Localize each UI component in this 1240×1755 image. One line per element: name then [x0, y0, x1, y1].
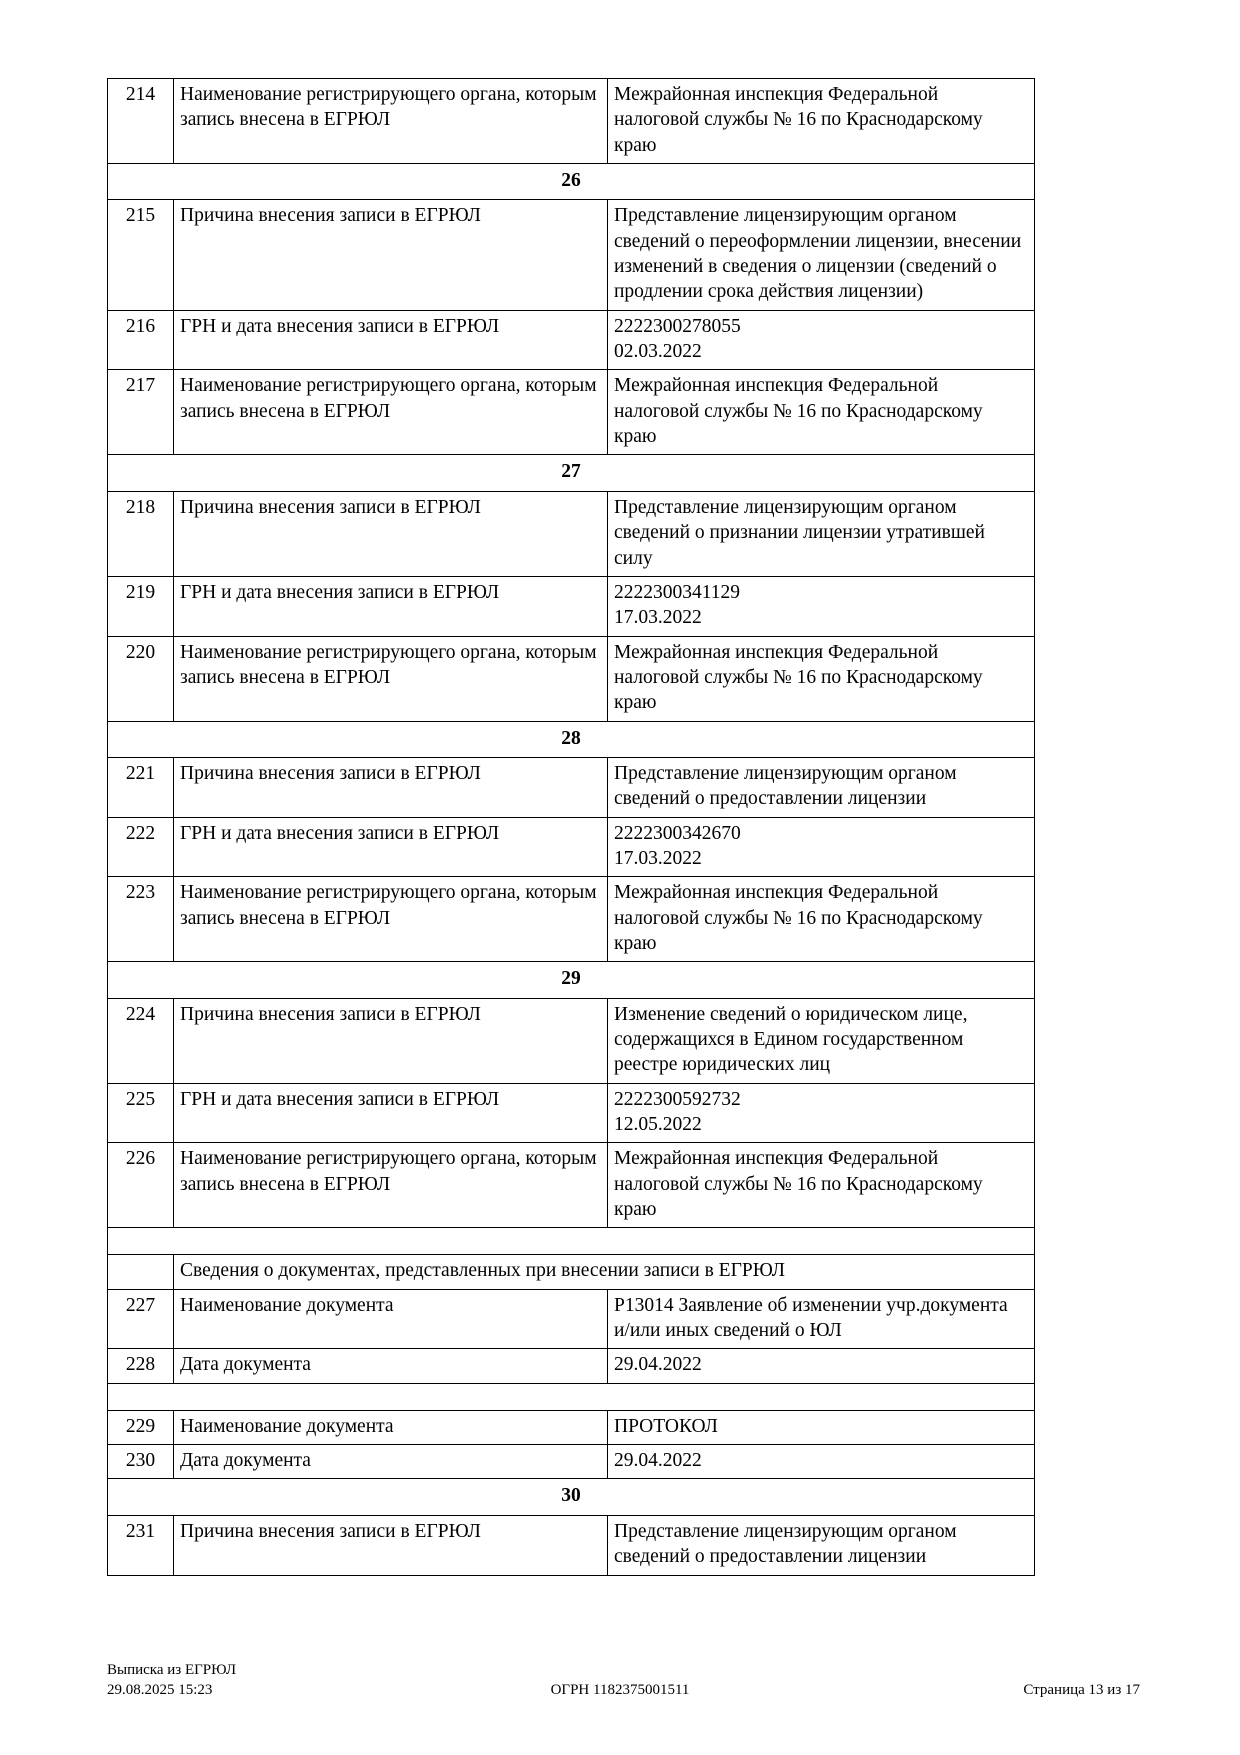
row-number-cell: 229: [107, 1409, 174, 1446]
row-label-cell: ГРН и дата внесения записи в ЕГРЮЛ: [173, 575, 608, 637]
section-number: 27: [107, 454, 1035, 492]
table-row: 228 Дата документа 29.04.2022: [107, 1348, 1035, 1384]
egrul-table-wrapper: 214 Наименование регистрирующего органа, …: [107, 77, 1035, 1576]
spacer-cell: [107, 1227, 1035, 1256]
section-number: 26: [107, 163, 1035, 201]
section-number: 28: [107, 720, 1035, 758]
table-row: 229 Наименование документа ПРОТОКОЛ: [107, 1409, 1035, 1446]
footer-document-title: Выписка из ЕГРЮЛ: [107, 1662, 236, 1678]
spacer-row: [107, 1227, 1035, 1256]
table-row: 220 Наименование регистрирующего органа, …: [107, 635, 1035, 722]
section-number: 29: [107, 961, 1035, 999]
row-label-cell: ГРН и дата внесения записи в ЕГРЮЛ: [173, 816, 608, 878]
row-number-cell: 214: [107, 77, 174, 165]
table-row: 225 ГРН и дата внесения записи в ЕГРЮЛ 222…: [107, 1082, 1035, 1144]
row-value-cell: 29.04.2022: [607, 1348, 1035, 1384]
row-number-cell: 217: [107, 369, 174, 456]
documents-heading-text: Сведения о документах, представленных пр…: [173, 1254, 1035, 1290]
row-label-cell: Наименование регистрирующего органа, кот…: [173, 77, 608, 165]
row-value-cell: Межрайонная инспекция Федеральной налого…: [607, 369, 1035, 456]
table-row: 227 Наименование документа Р13014 Заявлени…: [107, 1288, 1035, 1350]
row-number-cell: 231: [107, 1514, 174, 1576]
row-label-cell: Дата документа: [173, 1444, 608, 1480]
row-number-cell: [107, 1254, 174, 1290]
table-row: 214 Наименование регистрирующего органа, …: [107, 77, 1035, 165]
table-row: 226 Наименование регистрирующего органа, …: [107, 1142, 1035, 1229]
row-number-cell: 223: [107, 876, 174, 963]
section-divider-row: 30: [107, 1478, 1035, 1516]
row-number-cell: 215: [107, 199, 174, 311]
spacer-cell: [107, 1382, 1035, 1411]
row-value-cell: 2222300278055 02.03.2022: [607, 309, 1035, 371]
row-value-cell: Межрайонная инспекция Федеральной налого…: [607, 876, 1035, 963]
row-label-cell: Наименование регистрирующего органа, кот…: [173, 369, 608, 456]
row-value-cell: 29.04.2022: [607, 1444, 1035, 1480]
table-row: 231 Причина внесения записи в ЕГРЮЛ Предст…: [107, 1514, 1035, 1576]
row-value-cell: ПРОТОКОЛ: [607, 1409, 1035, 1446]
row-value-cell: Р13014 Заявление об изменении учр.докуме…: [607, 1288, 1035, 1350]
table-row: 218 Причина внесения записи в ЕГРЮЛ Предст…: [107, 490, 1035, 577]
row-label-cell: Причина внесения записи в ЕГРЮЛ: [173, 997, 608, 1084]
row-number-cell: 228: [107, 1348, 174, 1384]
table-row: 219 ГРН и дата внесения записи в ЕГРЮЛ 222…: [107, 575, 1035, 637]
row-number-cell: 219: [107, 575, 174, 637]
row-number-cell: 224: [107, 997, 174, 1084]
egrul-table-body: 214 Наименование регистрирующего органа, …: [107, 77, 1035, 1576]
row-label-cell: ГРН и дата внесения записи в ЕГРЮЛ: [173, 1082, 608, 1144]
row-number-cell: 230: [107, 1444, 174, 1480]
row-label-cell: Наименование документа: [173, 1409, 608, 1446]
row-value-cell: 2222300341129 17.03.2022: [607, 575, 1035, 637]
row-label-cell: Причина внесения записи в ЕГРЮЛ: [173, 756, 608, 818]
row-value-cell: Представление лицензирующим органом свед…: [607, 1514, 1035, 1576]
row-label-cell: Причина внесения записи в ЕГРЮЛ: [173, 199, 608, 311]
row-number-cell: 227: [107, 1288, 174, 1350]
row-number-cell: 226: [107, 1142, 174, 1229]
row-label-cell: Наименование регистрирующего органа, кот…: [173, 635, 608, 722]
table-row: 216 ГРН и дата внесения записи в ЕГРЮЛ 222…: [107, 309, 1035, 371]
footer-timestamp: 29.08.2025 15:23: [107, 1682, 213, 1699]
row-number-cell: 216: [107, 309, 174, 371]
row-label-cell: Наименование регистрирующего органа, кот…: [173, 1142, 608, 1229]
table-row: 230 Дата документа 29.04.2022: [107, 1444, 1035, 1480]
table-row: 222 ГРН и дата внесения записи в ЕГРЮЛ 222…: [107, 816, 1035, 878]
row-number-cell: 220: [107, 635, 174, 722]
table-row: 224 Причина внесения записи в ЕГРЮЛ Измене…: [107, 997, 1035, 1084]
row-label-cell: Причина внесения записи в ЕГРЮЛ: [173, 1514, 608, 1576]
row-value-cell: Межрайонная инспекция Федеральной налого…: [607, 77, 1035, 165]
page-footer: Выписка из ЕГРЮЛ 29.08.2025 15:23 ОГРН 1…: [0, 1660, 1240, 1720]
documents-heading-row: Сведения о документах, представленных пр…: [107, 1254, 1035, 1290]
row-value-cell: Представление лицензирующим органом свед…: [607, 756, 1035, 818]
section-divider-row: 26: [107, 163, 1035, 201]
section-divider-row: 27: [107, 454, 1035, 492]
footer-page-number: Страница 13 из 17: [1023, 1682, 1140, 1698]
row-value-cell: Межрайонная инспекция Федеральной налого…: [607, 1142, 1035, 1229]
footer-ogrn: ОГРН 1182375001511: [550, 1682, 690, 1698]
row-number-cell: 222: [107, 816, 174, 878]
egrul-records-table: 214 Наименование регистрирующего органа, …: [107, 77, 1035, 1576]
row-number-cell: 218: [107, 490, 174, 577]
row-value-cell: 2222300592732 12.05.2022: [607, 1082, 1035, 1144]
row-label-cell: Причина внесения записи в ЕГРЮЛ: [173, 490, 608, 577]
table-row: 215 Причина внесения записи в ЕГРЮЛ Предст…: [107, 199, 1035, 311]
row-label-cell: Наименование документа: [173, 1288, 608, 1350]
table-row: 221 Причина внесения записи в ЕГРЮЛ Предст…: [107, 756, 1035, 818]
row-value-cell: Межрайонная инспекция Федеральной налого…: [607, 635, 1035, 722]
table-row: 223 Наименование регистрирующего органа, …: [107, 876, 1035, 963]
row-label-cell: ГРН и дата внесения записи в ЕГРЮЛ: [173, 309, 608, 371]
table-row: 217 Наименование регистрирующего органа, …: [107, 369, 1035, 456]
row-value-cell: Представление лицензирующим органом свед…: [607, 490, 1035, 577]
row-label-cell: Наименование регистрирующего органа, кот…: [173, 876, 608, 963]
row-value-cell: Изменение сведений о юридическом лице, с…: [607, 997, 1035, 1084]
section-number: 30: [107, 1478, 1035, 1516]
row-number-cell: 225: [107, 1082, 174, 1144]
spacer-row: [107, 1382, 1035, 1411]
row-label-cell: Дата документа: [173, 1348, 608, 1384]
row-value-cell: 2222300342670 17.03.2022: [607, 816, 1035, 878]
row-number-cell: 221: [107, 756, 174, 818]
row-value-cell: Представление лицензирующим органом свед…: [607, 199, 1035, 311]
section-divider-row: 28: [107, 720, 1035, 758]
footer-left-block: Выписка из ЕГРЮЛ 29.08.2025 15:23: [107, 1660, 236, 1701]
section-divider-row: 29: [107, 961, 1035, 999]
